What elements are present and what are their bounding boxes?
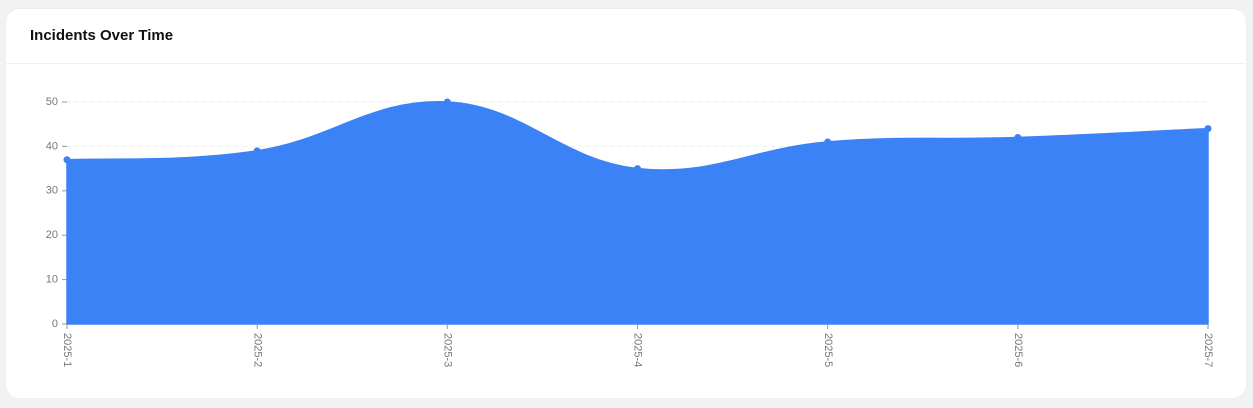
- x-tick-label: 2025-3: [441, 333, 453, 367]
- point: [443, 98, 451, 106]
- point: [634, 165, 641, 173]
- y-tick-label: 30: [46, 185, 58, 197]
- y-tick-label: 10: [46, 274, 58, 286]
- y-tick-label: 0: [52, 318, 58, 330]
- point: [824, 138, 832, 146]
- point: [1204, 125, 1212, 133]
- y-tick-label: 40: [46, 140, 58, 152]
- x-tick-label: 2025-5: [822, 333, 834, 367]
- y-tick-label: 50: [46, 96, 58, 108]
- point: [63, 156, 71, 164]
- x-tick-label: 2025-6: [1012, 333, 1024, 367]
- x-tick-label: 2025-7: [1202, 333, 1214, 367]
- x-tick-label: 2025-1: [61, 333, 73, 367]
- area: [66, 101, 1209, 325]
- chart-title: Incidents Over Time: [6, 9, 1246, 64]
- x-tick-label: 2025-4: [632, 333, 644, 367]
- y-tick-label: 20: [46, 229, 58, 241]
- point: [1014, 134, 1022, 142]
- x-tick-label: 2025-2: [251, 333, 263, 367]
- point: [253, 147, 261, 155]
